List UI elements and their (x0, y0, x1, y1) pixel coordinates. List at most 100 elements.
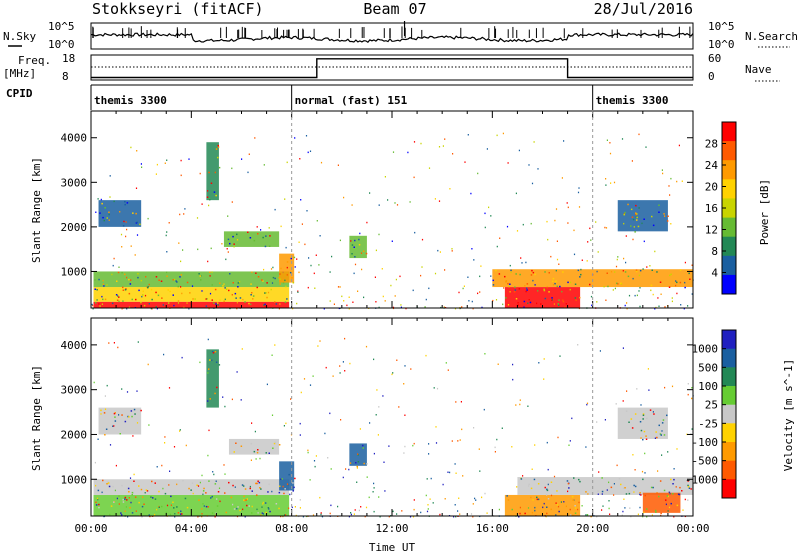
scatter-point (319, 235, 321, 237)
echo-speck (616, 282, 618, 285)
echo-speck (547, 498, 550, 500)
echo-speck (564, 306, 566, 309)
scatter-point (359, 232, 361, 235)
scatter-point (240, 399, 242, 401)
echo-speck (654, 509, 657, 512)
scatter-point (512, 363, 514, 366)
scatter-point (296, 258, 298, 260)
scatter-point (215, 480, 217, 482)
echo-speck (529, 301, 532, 304)
scatter-point (623, 257, 625, 260)
scatter-point (521, 262, 523, 264)
echo-speck (210, 182, 213, 184)
scatter-point (307, 449, 309, 452)
scatter-point (413, 176, 415, 179)
scatter-point (248, 304, 250, 306)
scatter-point (467, 276, 469, 278)
scatter-point (201, 513, 203, 515)
echo-speck (217, 146, 220, 148)
scatter-point (443, 306, 445, 308)
scatter-point (100, 198, 102, 201)
echo-speck (687, 480, 689, 482)
scatter-point (652, 293, 654, 296)
scatter-point (130, 501, 132, 504)
scatter-point (442, 483, 444, 486)
echo-speck (248, 302, 250, 305)
echo-speck (546, 506, 548, 508)
scatter-point (454, 504, 456, 506)
scatter-point (356, 481, 358, 483)
echo-speck (137, 276, 139, 279)
scatter-point (497, 363, 499, 365)
scatter-point (364, 515, 366, 518)
date-title: 28/Jul/2016 (594, 0, 693, 18)
scatter-point (573, 253, 576, 256)
scatter-point (634, 469, 636, 471)
scatter-point (118, 300, 120, 303)
scatter-point (563, 140, 565, 142)
echo-speck (642, 478, 644, 481)
echo-speck (568, 487, 570, 489)
scatter-point (192, 492, 194, 495)
scatter-point (290, 398, 292, 400)
scatter-point (375, 301, 377, 303)
echo-region (206, 142, 219, 201)
echo-speck (283, 492, 285, 495)
scatter-point (426, 510, 429, 513)
beam-title: Beam 07 (363, 0, 426, 18)
scatter-point (283, 425, 285, 427)
scatter-point (211, 271, 213, 273)
echo-speck (101, 202, 103, 205)
scatter-point (148, 303, 150, 305)
scatter-point (261, 506, 263, 508)
echo-speck (574, 505, 576, 507)
scatter-point (316, 220, 318, 222)
echo-speck (208, 198, 211, 200)
echo-speck (224, 287, 226, 289)
echo-speck (652, 486, 654, 489)
echo-speck (528, 483, 530, 486)
scatter-point (642, 268, 644, 270)
scatter-point (683, 307, 685, 310)
scatter-point (398, 406, 400, 408)
scatter-point (179, 429, 181, 431)
echo-speck (656, 271, 658, 273)
echo-speck (505, 297, 507, 299)
scatter-point (166, 231, 168, 233)
echo-speck (567, 281, 569, 284)
scatter-point (425, 298, 427, 301)
scatter-point (357, 453, 359, 455)
echo-speck (640, 494, 642, 496)
echo-speck (635, 204, 637, 207)
scatter-point (392, 510, 394, 513)
colorbar-tick-label: 28 (705, 138, 718, 151)
scatter-point (144, 304, 146, 307)
echo-speck (241, 484, 244, 486)
scatter-point (421, 266, 423, 268)
scatter-point (639, 506, 641, 509)
scatter-point (227, 251, 229, 253)
echo-speck (140, 488, 143, 491)
scatter-point (271, 490, 273, 493)
scatter-point (359, 428, 361, 430)
echo-speck (264, 292, 266, 294)
scatter-point (350, 513, 352, 516)
echo-speck (188, 487, 190, 490)
scatter-point (344, 337, 346, 340)
scatter-point (177, 302, 180, 304)
scatter-point (585, 446, 587, 448)
echo-speck (580, 273, 582, 276)
echo-speck (574, 297, 577, 299)
scatter-point (525, 261, 527, 264)
echo-speck (278, 491, 281, 494)
scatter-point (337, 164, 339, 166)
echo-speck (577, 269, 580, 272)
echo-speck (158, 279, 160, 281)
echo-speck (136, 221, 138, 224)
scatter-point (156, 163, 158, 166)
scatter-point (156, 508, 158, 511)
echo-speck (215, 194, 217, 197)
scatter-point (490, 275, 492, 277)
scatter-point (323, 308, 325, 310)
scatter-point (586, 402, 589, 405)
